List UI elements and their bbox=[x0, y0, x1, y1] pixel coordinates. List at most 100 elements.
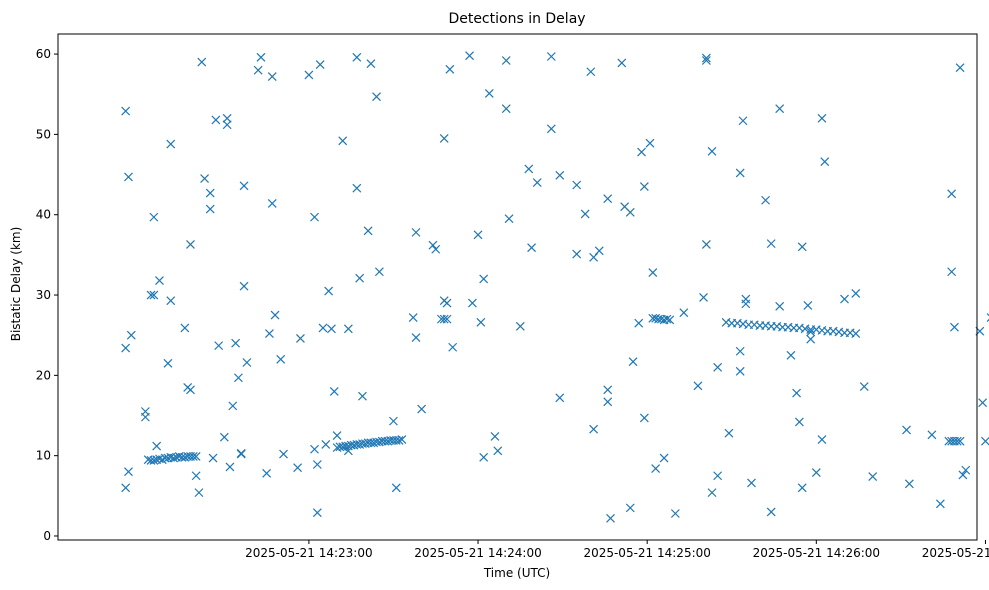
data-point bbox=[493, 446, 503, 456]
data-point bbox=[713, 362, 723, 372]
data-point bbox=[270, 310, 280, 320]
data-point bbox=[713, 471, 723, 481]
data-point bbox=[465, 51, 475, 61]
data-point bbox=[408, 313, 418, 322]
data-point bbox=[166, 139, 176, 149]
data-point bbox=[479, 452, 489, 462]
data-point bbox=[634, 318, 644, 328]
data-point bbox=[121, 483, 131, 493]
data-point bbox=[580, 209, 590, 219]
data-point bbox=[149, 290, 159, 300]
data-point bbox=[955, 63, 965, 73]
data-point bbox=[902, 425, 911, 435]
data-point bbox=[236, 449, 246, 459]
data-point bbox=[811, 468, 821, 477]
data-point bbox=[606, 513, 615, 523]
data-point bbox=[188, 452, 198, 461]
data-point bbox=[625, 207, 635, 217]
data-point bbox=[927, 430, 937, 440]
y-tick-label: 40 bbox=[36, 208, 51, 222]
data-point bbox=[817, 435, 827, 445]
data-point bbox=[267, 199, 277, 208]
data-point bbox=[155, 276, 164, 285]
data-point bbox=[524, 164, 534, 174]
data-point bbox=[515, 321, 525, 331]
data-point bbox=[411, 227, 421, 237]
data-point bbox=[761, 195, 770, 205]
data-point bbox=[267, 72, 277, 81]
data-point bbox=[645, 138, 655, 148]
data-point bbox=[651, 464, 661, 473]
y-tick-label: 10 bbox=[36, 449, 51, 463]
data-point bbox=[572, 249, 582, 259]
data-point bbox=[233, 373, 243, 383]
data-point bbox=[625, 503, 635, 513]
data-point bbox=[947, 189, 957, 199]
data-point bbox=[228, 401, 238, 411]
data-point bbox=[747, 478, 756, 488]
data-point bbox=[124, 467, 133, 477]
data-point bbox=[391, 483, 401, 493]
data-point bbox=[639, 182, 649, 192]
data-point bbox=[637, 147, 646, 157]
data-point bbox=[121, 343, 131, 353]
data-point bbox=[149, 456, 159, 465]
data-point bbox=[191, 471, 201, 481]
data-point bbox=[628, 357, 638, 367]
data-point bbox=[589, 424, 599, 434]
data-point bbox=[806, 327, 816, 337]
data-point bbox=[958, 470, 968, 480]
data-point bbox=[701, 240, 711, 249]
data-point bbox=[741, 299, 751, 309]
data-point bbox=[394, 435, 404, 445]
data-point bbox=[180, 323, 190, 333]
data-point bbox=[372, 92, 381, 102]
data-point bbox=[352, 183, 362, 193]
data-point bbox=[955, 436, 965, 446]
data-point bbox=[265, 329, 274, 339]
data-point bbox=[546, 52, 556, 61]
data-point bbox=[947, 267, 957, 277]
data-point bbox=[140, 412, 150, 422]
data-point bbox=[310, 444, 319, 454]
data-point bbox=[670, 509, 680, 518]
data-point bbox=[146, 290, 156, 300]
data-point bbox=[603, 385, 613, 395]
x-tick-label: 2025-05-21 14:27:00 bbox=[922, 546, 989, 560]
data-point bbox=[321, 439, 331, 449]
data-point bbox=[200, 174, 210, 183]
data-point bbox=[219, 432, 229, 442]
data-point bbox=[603, 194, 613, 204]
data-point bbox=[467, 298, 477, 308]
data-point bbox=[253, 65, 263, 75]
data-point bbox=[397, 435, 407, 445]
x-tick-label: 2025-05-21 14:23:00 bbox=[245, 546, 372, 560]
data-point bbox=[851, 289, 861, 298]
data-point bbox=[191, 452, 201, 461]
data-point bbox=[473, 230, 483, 240]
data-point bbox=[186, 385, 195, 395]
data-point bbox=[806, 334, 816, 344]
data-point bbox=[794, 417, 804, 427]
data-point bbox=[442, 298, 452, 308]
data-point bbox=[665, 315, 675, 325]
x-axis-title: Time (UTC) bbox=[483, 566, 550, 580]
data-point bbox=[448, 342, 458, 352]
data-point bbox=[479, 274, 489, 284]
data-point bbox=[121, 106, 131, 116]
data-point bbox=[952, 436, 962, 446]
data-point bbox=[797, 242, 807, 252]
data-point bbox=[445, 64, 455, 74]
data-point bbox=[239, 281, 249, 291]
data-point bbox=[366, 59, 376, 69]
data-point bbox=[315, 60, 325, 69]
data-point bbox=[169, 453, 179, 463]
data-point bbox=[296, 333, 305, 343]
data-point bbox=[428, 240, 438, 250]
x-tick-label: 2025-05-21 14:26:00 bbox=[753, 546, 880, 560]
data-point bbox=[935, 499, 945, 509]
data-point bbox=[124, 172, 133, 182]
data-point bbox=[208, 453, 218, 463]
data-point bbox=[417, 404, 427, 414]
data-point bbox=[648, 268, 658, 277]
